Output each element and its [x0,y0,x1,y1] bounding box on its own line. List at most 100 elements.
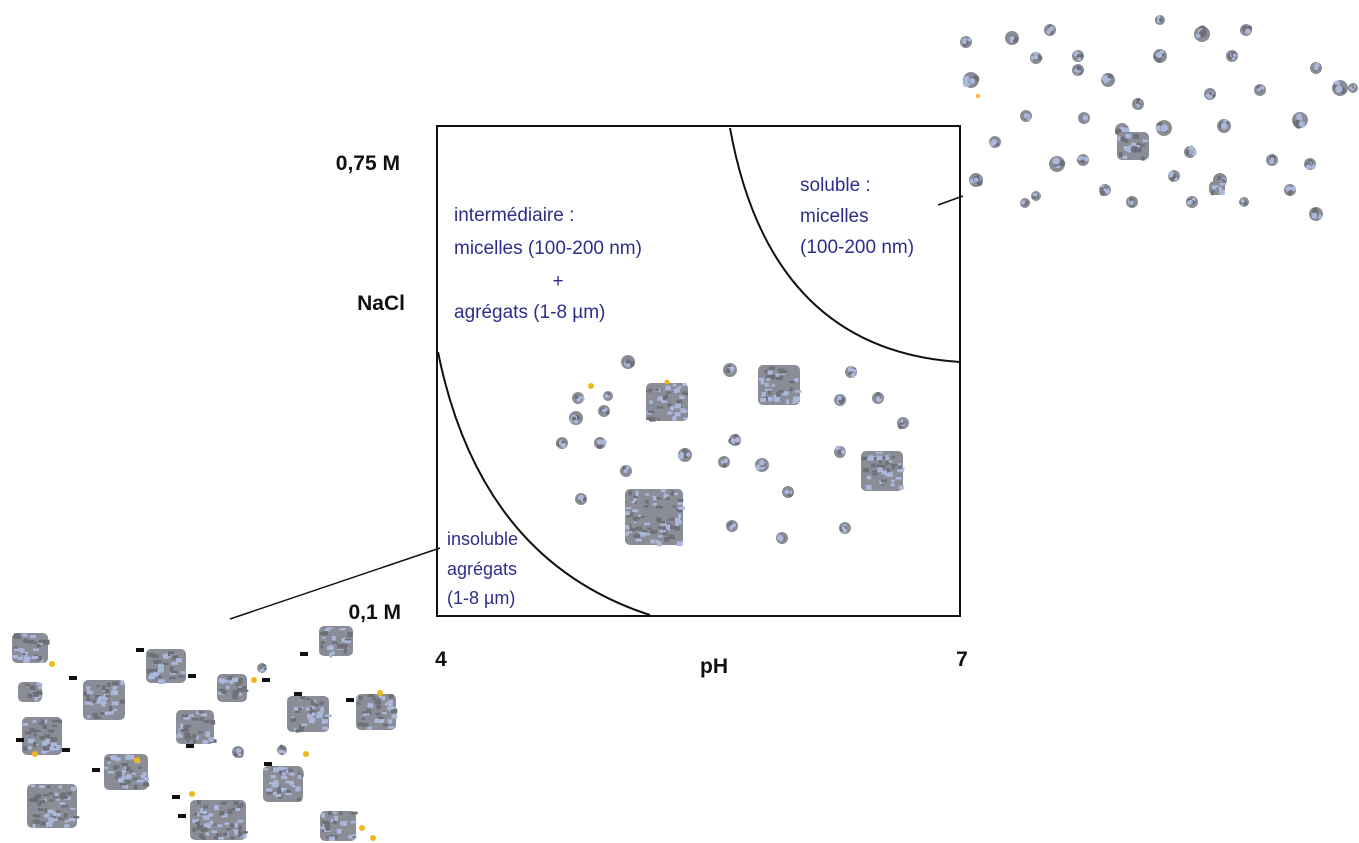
aggregate-particle [625,489,685,546]
insoluble-label-line2: agrégats [447,559,517,579]
micelle-particle [1156,120,1172,136]
micelle-particle [1031,191,1041,201]
micelle-particle [232,746,244,758]
yellow-marker [588,383,594,389]
aggregate-particle [646,383,688,422]
micelle-particle [834,446,846,458]
black-fragment [262,678,270,682]
yellow-marker [32,751,38,757]
yellow-marker [303,751,309,757]
micelle-particle [1204,88,1216,100]
micelle-particle [678,448,692,462]
y-axis-title: NaCl [357,292,405,315]
micelle-particle [572,392,585,404]
micelle-particle [1132,98,1144,110]
insoluble-label-line1: insoluble [447,529,518,549]
micelle-particle [1020,110,1032,122]
micelle-particle [1184,145,1197,158]
micelle-particle [1292,112,1308,129]
intermediate-label-line1: intermédiaire : [454,205,574,226]
micelle-particle [1348,83,1358,93]
intermediate-label-line4: agrégats (1-8 µm) [454,302,605,323]
intermediate-label-line2: micelles (100-200 nm) [454,238,642,259]
y-axis-bottom-label: 0,1 M [348,601,401,624]
micelle-particle [1168,170,1180,182]
black-fragment [188,674,196,678]
aggregate-particle [263,766,303,802]
micelle-particle [1194,25,1210,42]
micelle-particle [1101,73,1115,87]
micelle-particle [960,36,972,48]
micelle-particle [277,745,287,756]
yellow-marker [665,380,670,385]
yellow-marker [377,690,383,696]
micelle-particle [728,434,741,446]
micelle-particle [1072,50,1084,62]
black-fragment [69,676,77,680]
micelle-particle [620,465,632,477]
x-axis-right-label: 7 [956,648,968,671]
yellow-marker [359,825,365,831]
insoluble-aggregates-illustration [12,626,397,841]
micelle-particle [1049,156,1065,172]
micelle-particle [1099,184,1111,196]
aggregate-particle [287,696,332,733]
micelle-particle [776,532,788,544]
yellow-marker [189,791,195,797]
black-fragment [62,748,70,752]
black-fragment [346,698,354,702]
black-fragment [92,768,100,772]
yellow-marker [370,835,376,841]
black-fragment [178,814,186,818]
micelle-particle [1126,196,1138,208]
aggregate-particle [758,365,801,405]
micelle-particle [603,391,613,401]
micelle-particle [1217,119,1231,133]
micelle-particle [1072,64,1084,76]
black-fragment [264,762,272,766]
micelle-particle [897,417,909,429]
black-fragment [172,795,180,799]
micelle-particle [1309,207,1323,221]
micelle-particle [1186,196,1198,208]
aggregate-particle [83,680,125,720]
aggregate-particle [217,674,248,702]
micelle-particle [989,136,1001,148]
micelle-particle [1304,158,1316,170]
micelle-particle [969,173,983,187]
black-fragment [16,738,24,742]
soluble-label-line3: (100-200 nm) [800,237,914,258]
micelle-particle [1284,184,1296,196]
micelle-particle [575,493,587,505]
soluble-label-line1: soluble : [800,175,871,196]
aggregate-particle [27,784,79,828]
micelle-particle [1310,62,1322,74]
micelle-particle [834,394,846,406]
black-fragment [294,692,302,696]
aggregate-particle [356,694,397,730]
micelle-particle [569,411,583,425]
micelle-particle [1254,84,1266,96]
yellow-marker [976,94,980,98]
x-axis-title: pH [700,655,728,678]
micelle-particle [1153,49,1167,63]
micelle-particle [726,520,738,532]
micelle-particle [839,522,851,534]
micelle-particle [594,437,607,449]
aggregate-particle [12,633,50,663]
insoluble-leader-line [230,548,440,619]
micelle-particle [1030,52,1042,64]
micelle-particle [718,456,730,468]
black-fragment [136,648,144,652]
soluble-micelles-illustration [960,15,1358,221]
micelle-particle [1240,24,1252,36]
aggregate-particle [1209,181,1226,195]
micelle-particle [556,437,568,449]
micelle-particle [1077,154,1089,166]
yellow-marker [134,757,140,763]
micelle-particle [1155,15,1165,25]
micelle-particle [1078,112,1090,124]
x-axis-left-label: 4 [435,648,447,671]
aggregate-particle [190,800,248,840]
